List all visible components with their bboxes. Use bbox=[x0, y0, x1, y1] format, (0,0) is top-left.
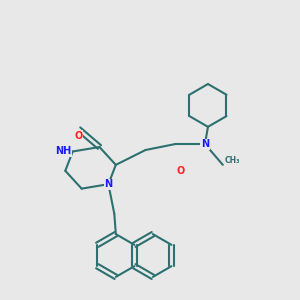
Text: N: N bbox=[104, 179, 112, 189]
Text: O: O bbox=[74, 131, 83, 141]
Text: N: N bbox=[201, 139, 209, 149]
Text: NH: NH bbox=[55, 146, 71, 157]
Text: O: O bbox=[177, 166, 185, 176]
Text: CH₃: CH₃ bbox=[224, 156, 240, 165]
